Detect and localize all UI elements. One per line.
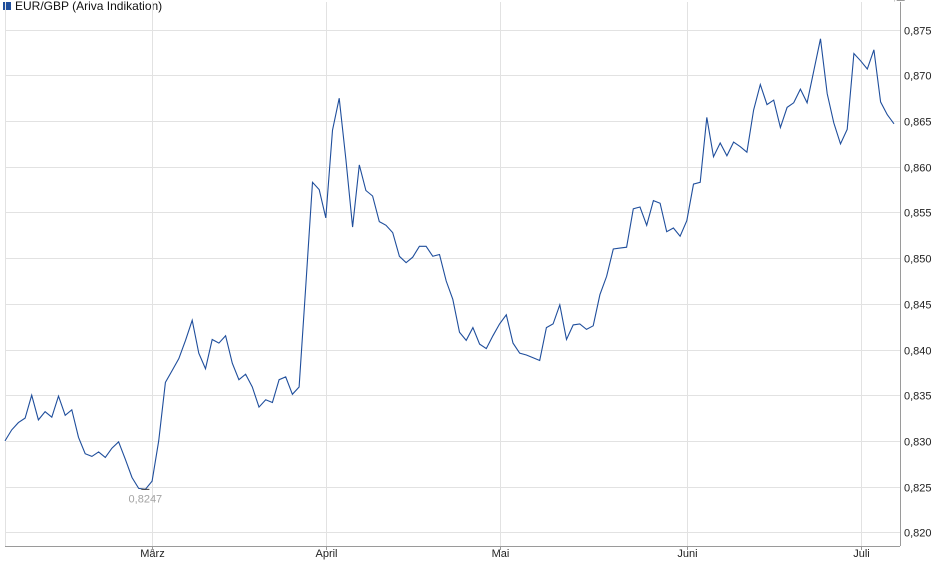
- y-tick-label: 0,825: [904, 483, 932, 495]
- y-tick-label: 0,840: [904, 346, 932, 358]
- y-tick-label: 0,845: [904, 300, 932, 312]
- x-tick-label: Juni: [677, 548, 697, 560]
- y-axis-ticks: 0,875 0,870 0,865 0,860 0,855 0,850 0,845 0,840…: [904, 26, 932, 540]
- y-tick-label: 0,875: [904, 26, 932, 38]
- x-tick-label: April: [315, 548, 337, 560]
- y-tick-label: 0,820: [904, 528, 932, 540]
- x-axis-ticks: MärzAprilMaiJuniJuliAug.: [140, 548, 870, 560]
- annotations: 0,874 0,8247: [129, 0, 915, 505]
- y-tick-label: 0,870: [904, 71, 932, 83]
- gridlines: [5, 2, 900, 546]
- y-tick-label: 0,850: [904, 254, 932, 266]
- x-tick-label: März: [140, 548, 164, 560]
- y-tick-label: 0,830: [904, 437, 932, 449]
- series-layer: [4, 38, 895, 490]
- max-label: 0,874: [887, 0, 915, 3]
- legend-swatch: [3, 2, 11, 10]
- x-tick-label: Juli: [853, 548, 870, 560]
- y-tick-label: 0,860: [904, 163, 932, 175]
- series-line: [4, 38, 895, 490]
- y-tick-label: 0,835: [904, 391, 932, 403]
- y-tick-label: 0,865: [904, 117, 932, 129]
- axes: [5, 2, 901, 550]
- legend-label: EUR/GBP (Ariva Indikation): [15, 0, 162, 13]
- min-label: 0,8247: [129, 493, 163, 505]
- y-tick-label: 0,855: [904, 208, 932, 220]
- legend: EUR/GBP (Ariva Indikation): [3, 0, 162, 13]
- x-tick-label: Mai: [492, 548, 510, 560]
